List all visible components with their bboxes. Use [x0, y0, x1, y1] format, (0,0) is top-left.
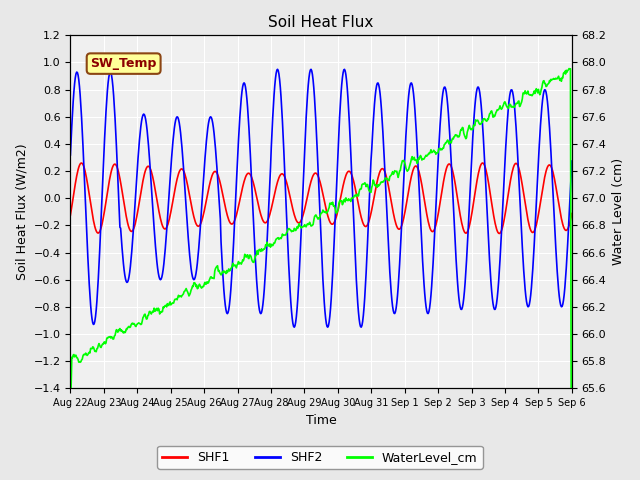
SHF2 — [67, 152, 74, 158]
SHF1 — [495, 230, 503, 236]
SHF1 — [568, 211, 576, 216]
SHF1 — [382, 171, 390, 177]
SHF1 — [479, 160, 486, 166]
SHF2 — [291, 324, 298, 330]
SHF2 — [76, 84, 83, 89]
WaterLevel_cm — [568, 385, 576, 391]
SHF1 — [205, 187, 212, 192]
SHF2 — [398, 220, 406, 226]
Legend: SHF1, SHF2, WaterLevel_cm: SHF1, SHF2, WaterLevel_cm — [157, 446, 483, 469]
Y-axis label: Soil Heat Flux (W/m2): Soil Heat Flux (W/m2) — [15, 144, 28, 280]
SHF1 — [178, 166, 186, 172]
Line: SHF1: SHF1 — [70, 163, 572, 233]
Title: Soil Heat Flux: Soil Heat Flux — [268, 15, 374, 30]
SHF2 — [568, 158, 576, 164]
SHF1 — [396, 226, 404, 231]
Y-axis label: Water Level (cm): Water Level (cm) — [612, 158, 625, 265]
Text: SW_Temp: SW_Temp — [90, 57, 157, 70]
SHF2 — [178, 145, 186, 151]
SHF1 — [127, 228, 135, 234]
WaterLevel_cm — [396, 168, 404, 173]
SHF2 — [127, 256, 135, 262]
Line: WaterLevel_cm: WaterLevel_cm — [70, 69, 572, 388]
WaterLevel_cm — [76, 359, 83, 365]
WaterLevel_cm — [178, 293, 186, 299]
SHF2 — [205, 120, 212, 126]
SHF1 — [67, 212, 74, 218]
WaterLevel_cm — [67, 385, 74, 391]
WaterLevel_cm — [127, 322, 135, 328]
SHF2 — [274, 66, 282, 72]
Line: SHF2: SHF2 — [70, 69, 572, 327]
WaterLevel_cm — [565, 66, 573, 72]
WaterLevel_cm — [382, 175, 390, 180]
X-axis label: Time: Time — [306, 414, 337, 427]
WaterLevel_cm — [205, 280, 212, 286]
SHF1 — [76, 162, 83, 168]
SHF2 — [383, 215, 391, 221]
